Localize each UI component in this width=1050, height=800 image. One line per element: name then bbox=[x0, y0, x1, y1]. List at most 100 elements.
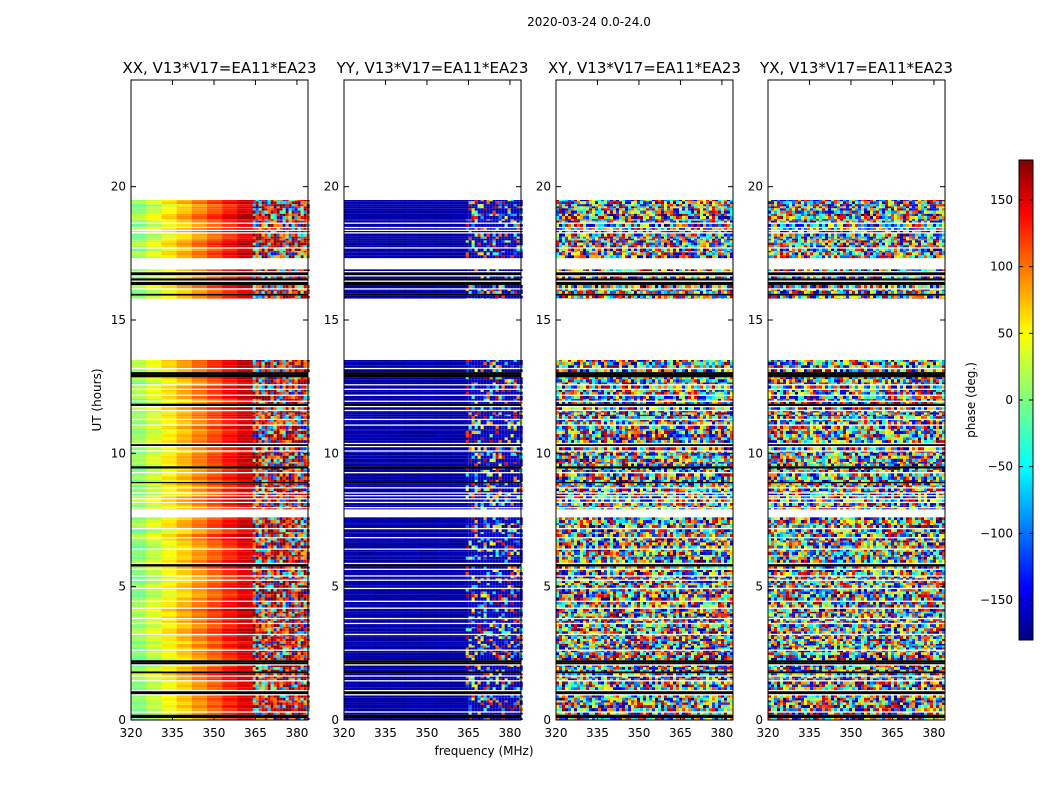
data-cell bbox=[300, 233, 304, 237]
data-cell bbox=[176, 295, 193, 299]
data-cell bbox=[282, 611, 286, 614]
data-cell bbox=[291, 635, 295, 637]
data-cell bbox=[161, 591, 178, 595]
data-cell bbox=[207, 681, 223, 685]
data-cell bbox=[176, 635, 193, 637]
data-cell bbox=[255, 233, 259, 237]
data-cell bbox=[237, 216, 254, 220]
data-cell bbox=[207, 601, 223, 605]
data-cell bbox=[258, 624, 262, 628]
data-cell bbox=[270, 289, 274, 291]
data-cell bbox=[291, 569, 295, 573]
data-cell bbox=[483, 559, 487, 563]
data-cell bbox=[483, 601, 487, 605]
data-cell bbox=[237, 231, 254, 233]
data-cell bbox=[404, 624, 421, 628]
data-cell bbox=[285, 216, 289, 220]
data-cell bbox=[191, 519, 208, 524]
data-cell bbox=[255, 210, 259, 214]
data-cell bbox=[276, 700, 280, 703]
data-cell bbox=[498, 569, 502, 573]
data-cell bbox=[222, 542, 238, 546]
data-cell bbox=[255, 440, 259, 443]
data-cell bbox=[191, 289, 208, 291]
data-cell bbox=[191, 549, 208, 552]
data-cell bbox=[207, 585, 223, 588]
data-cell bbox=[258, 238, 262, 241]
data-cell bbox=[285, 416, 289, 419]
data-cell bbox=[176, 566, 193, 569]
data-cell bbox=[420, 519, 436, 524]
data-cell bbox=[270, 556, 274, 560]
data-cell bbox=[495, 532, 499, 534]
data-cell bbox=[276, 220, 280, 223]
data-cell bbox=[146, 611, 162, 614]
data-cell bbox=[176, 220, 193, 223]
data-cell bbox=[450, 604, 467, 608]
data-cell bbox=[273, 395, 277, 399]
data-cell bbox=[359, 545, 375, 549]
data-cell bbox=[465, 523, 469, 525]
data-cell bbox=[303, 542, 307, 546]
data-cell bbox=[258, 681, 262, 685]
data-cell bbox=[222, 463, 238, 467]
data-cell bbox=[498, 613, 502, 617]
data-cell bbox=[258, 430, 262, 435]
data-cell bbox=[465, 551, 469, 556]
data-cell bbox=[303, 240, 307, 243]
data-cell bbox=[258, 667, 262, 670]
data-cell bbox=[270, 594, 274, 598]
data-cell bbox=[191, 236, 208, 239]
data-cell bbox=[261, 604, 265, 608]
data-cell bbox=[273, 508, 277, 510]
data-cell bbox=[288, 708, 292, 712]
data-cell bbox=[513, 578, 517, 580]
data-cell bbox=[300, 620, 304, 623]
data-cell bbox=[146, 657, 162, 661]
data-cell bbox=[255, 687, 259, 690]
data-cell bbox=[294, 407, 298, 410]
data-cell bbox=[131, 665, 147, 668]
data-cell bbox=[255, 647, 259, 650]
data-cell bbox=[291, 490, 295, 493]
data-cell bbox=[131, 695, 147, 698]
data-cell bbox=[161, 252, 178, 256]
data-cell bbox=[273, 559, 277, 563]
data-cell bbox=[222, 545, 238, 549]
data-cell bbox=[276, 673, 280, 676]
data-cell bbox=[291, 700, 295, 703]
data-cell bbox=[288, 585, 292, 588]
data-cell bbox=[516, 624, 520, 628]
data-cell bbox=[255, 452, 259, 456]
data-cell bbox=[207, 233, 223, 237]
data-cell bbox=[300, 447, 304, 451]
data-cell bbox=[285, 365, 289, 368]
data-cell bbox=[264, 645, 268, 648]
data-cell bbox=[486, 611, 490, 614]
data-cell bbox=[270, 665, 274, 668]
data-cell bbox=[270, 524, 274, 528]
data-cell bbox=[161, 290, 178, 294]
data-cell bbox=[303, 463, 307, 467]
data-cell bbox=[273, 479, 277, 482]
data-cell bbox=[291, 377, 295, 380]
data-cell bbox=[303, 238, 307, 241]
data-cell bbox=[264, 365, 268, 368]
data-cell bbox=[191, 538, 208, 541]
data-cell bbox=[273, 290, 277, 294]
data-cell bbox=[288, 499, 292, 502]
data-cell bbox=[276, 468, 280, 470]
data-cell bbox=[273, 238, 277, 241]
data-cell bbox=[285, 636, 289, 639]
data-cell bbox=[207, 231, 223, 233]
data-cell bbox=[191, 704, 208, 709]
data-cell bbox=[273, 608, 277, 612]
data-cell bbox=[207, 697, 223, 701]
data-cell bbox=[161, 412, 178, 415]
data-cell bbox=[282, 200, 286, 202]
data-cell bbox=[507, 549, 511, 552]
data-cell bbox=[261, 204, 265, 207]
data-cell bbox=[303, 549, 307, 552]
data-cell bbox=[270, 697, 274, 701]
data-cell bbox=[273, 391, 277, 395]
